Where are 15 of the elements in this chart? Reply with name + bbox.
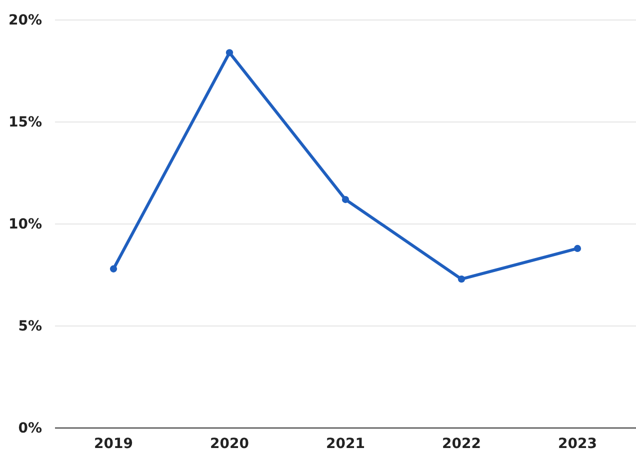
y-tick-label: 0% — [18, 420, 42, 436]
x-tick-label: 2021 — [326, 436, 365, 452]
x-tick-label: 2023 — [558, 436, 597, 452]
x-tick-label: 2022 — [442, 436, 481, 452]
point — [226, 49, 234, 56]
x-tick-label: 2020 — [210, 436, 250, 452]
point — [458, 276, 466, 283]
y-tick-label: 10% — [8, 216, 42, 232]
point — [342, 196, 350, 204]
point — [110, 265, 118, 272]
x-tick-label: 2019 — [94, 436, 133, 452]
y-tick-label: 20% — [8, 12, 42, 28]
y-tick-label: 5% — [18, 318, 42, 334]
y-tick-label: 15% — [8, 114, 42, 130]
point — [574, 244, 582, 252]
